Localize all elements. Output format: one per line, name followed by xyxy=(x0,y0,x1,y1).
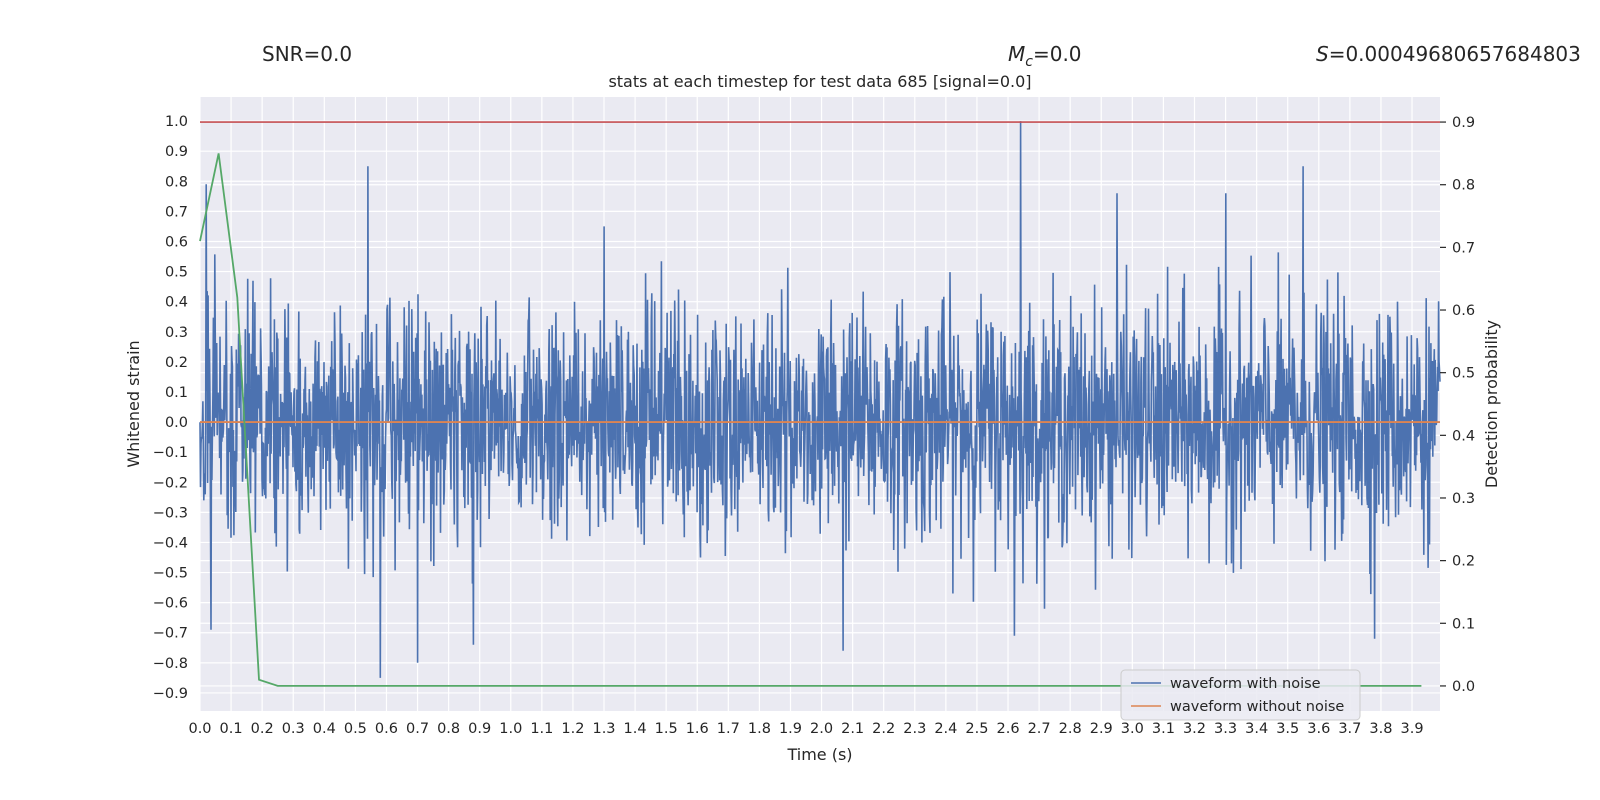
y-right-tick-label: 0.8 xyxy=(1452,178,1475,194)
y-right-tick-label: 0.9 xyxy=(1452,115,1475,131)
x-tick-label: 0.8 xyxy=(437,721,460,737)
x-tick-label: 3.3 xyxy=(1214,721,1237,737)
x-tick-label: 2.9 xyxy=(1090,721,1113,737)
series-probability-line xyxy=(199,153,1422,687)
snr-label: SNR=0.0 xyxy=(262,42,352,66)
x-tick-label: 0.9 xyxy=(468,721,491,737)
x-tick-label: 0.3 xyxy=(282,721,305,737)
x-tick-label: 1.6 xyxy=(686,721,709,737)
noise-waveform xyxy=(199,121,1441,678)
s-symbol: S xyxy=(1316,42,1329,66)
y-left-tick-label: −0.7 xyxy=(153,626,188,642)
x-tick-label: 0.7 xyxy=(406,721,429,737)
y-right-tick-label: 0.5 xyxy=(1452,366,1475,382)
x-tick-label: 1.8 xyxy=(748,721,771,737)
legend-label-noise: waveform with noise xyxy=(1170,676,1321,692)
y-right-tick-label: 0.3 xyxy=(1452,491,1475,507)
y-left-tick-label: 0.2 xyxy=(165,355,188,371)
legend-box xyxy=(1120,669,1361,721)
x-tick-label: 0.5 xyxy=(344,721,367,737)
x-tick-label: 3.2 xyxy=(1183,721,1206,737)
y-right-tick-label: 0.1 xyxy=(1452,616,1475,632)
y-left-tick-label: 0.8 xyxy=(165,174,188,190)
y-left-tick-label: 0.0 xyxy=(165,415,188,431)
y-left-tick-label: −0.2 xyxy=(153,475,188,491)
x-axis-label: Time (s) xyxy=(786,745,852,764)
mc-symbol: M xyxy=(1008,42,1025,66)
legend-label-clean: waveform without noise xyxy=(1170,699,1344,715)
y-left-tick-label: −0.8 xyxy=(153,656,188,672)
x-tick-label: 3.7 xyxy=(1338,721,1361,737)
x-tick-label: 3.1 xyxy=(1152,721,1175,737)
series-noise-line xyxy=(199,121,1441,678)
y-left-tick-label: −0.1 xyxy=(153,445,188,461)
x-tick-label: 0.4 xyxy=(313,721,336,737)
x-tick-label: 0.2 xyxy=(251,721,274,737)
x-axis: 0.0 0.1 0.2 0.3 0.4 0.5 0.6 0.7 0.8 0.9 1.0 1.1 1.2 1… xyxy=(188,721,1423,737)
y-left-tick-label: 0.9 xyxy=(165,144,188,160)
mc-subscript: c xyxy=(1025,54,1033,70)
x-tick-label: 3.6 xyxy=(1307,721,1330,737)
x-tick-label: 2.4 xyxy=(934,721,957,737)
x-tick-label: 0.0 xyxy=(188,721,211,737)
y-left-tick-label: 0.6 xyxy=(165,234,188,250)
x-tick-label: 0.1 xyxy=(220,721,243,737)
x-tick-label: 2.5 xyxy=(965,721,988,737)
x-tick-label: 3.8 xyxy=(1369,721,1392,737)
legend: waveform with noise waveform without noi… xyxy=(1120,669,1361,721)
x-tick-label: 2.8 xyxy=(1059,721,1082,737)
y-left-tick-label: 1.0 xyxy=(165,114,188,130)
y-axis-right: 0.9 0.8 0.7 0.6 0.5 0.4 0.3 0.2 0.1 0.0 xyxy=(1440,115,1475,695)
probability-group xyxy=(199,153,1422,687)
y-left-tick-label: −0.5 xyxy=(153,566,188,582)
y-right-tick-label: 0.2 xyxy=(1452,554,1475,570)
x-tick-label: 1.2 xyxy=(561,721,584,737)
x-tick-label: 3.0 xyxy=(1121,721,1144,737)
y-axis-left-label: Whitened strain xyxy=(124,340,143,467)
x-tick-label: 2.6 xyxy=(996,721,1019,737)
y-left-tick-label: −0.6 xyxy=(153,596,188,612)
y-left-tick-label: 0.4 xyxy=(165,295,188,311)
x-tick-label: 1.3 xyxy=(592,721,615,737)
y-left-tick-label: −0.9 xyxy=(153,686,188,702)
x-tick-label: 0.6 xyxy=(375,721,398,737)
y-left-tick-label: 0.1 xyxy=(165,385,188,401)
y-right-tick-label: 0.4 xyxy=(1452,428,1475,444)
chart-title: stats at each timestep for test data 685… xyxy=(608,72,1031,91)
y-right-tick-label: 0.6 xyxy=(1452,303,1475,319)
y-left-tick-label: 0.7 xyxy=(165,204,188,220)
x-tick-label: 3.4 xyxy=(1245,721,1268,737)
x-tick-label: 2.1 xyxy=(841,721,864,737)
x-tick-label: 3.5 xyxy=(1276,721,1299,737)
x-tick-label: 2.3 xyxy=(903,721,926,737)
s-label: S=0.00049680657684803 xyxy=(1316,42,1581,66)
x-tick-label: 2.7 xyxy=(1028,721,1051,737)
mc-label: Mc=0.0 xyxy=(1008,42,1082,70)
mc-value: =0.0 xyxy=(1033,42,1082,66)
x-tick-label: 1.0 xyxy=(499,721,522,737)
y-axis-left: 1.0 0.9 0.8 0.7 0.6 0.5 0.4 0.3 0.2 0.1 0.0 −0.1 −0.… xyxy=(153,114,188,702)
x-tick-label: 2.0 xyxy=(810,721,833,737)
x-tick-label: 1.7 xyxy=(717,721,740,737)
x-tick-label: 3.9 xyxy=(1400,721,1423,737)
x-tick-label: 2.2 xyxy=(872,721,895,737)
y-left-tick-label: 0.5 xyxy=(165,265,188,281)
y-axis-right-label: Detection probability xyxy=(1482,320,1501,488)
y-right-tick-label: 0.7 xyxy=(1452,240,1475,256)
x-tick-label: 1.4 xyxy=(624,721,647,737)
x-tick-label: 1.5 xyxy=(655,721,678,737)
y-left-tick-label: 0.3 xyxy=(165,325,188,341)
y-right-tick-label: 0.0 xyxy=(1452,679,1475,695)
y-left-tick-label: −0.4 xyxy=(153,535,188,551)
x-tick-label: 1.1 xyxy=(530,721,553,737)
x-tick-label: 1.9 xyxy=(779,721,802,737)
y-left-tick-label: −0.3 xyxy=(153,505,188,521)
s-value: =0.00049680657684803 xyxy=(1329,42,1581,66)
